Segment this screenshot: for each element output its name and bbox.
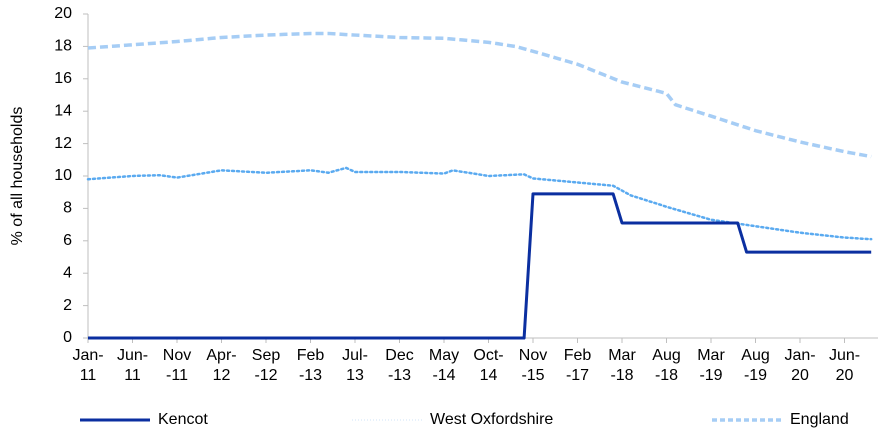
x-tick-label: Jun- 11 (116, 347, 149, 384)
x-tick-label: Nov -15 (518, 347, 548, 384)
x-tick-label: May -14 (428, 347, 460, 384)
y-tick-label: 6 (63, 232, 72, 249)
legend-label: West Oxfordshire (430, 411, 553, 428)
x-tick-label: Dec -13 (385, 347, 414, 384)
legend-label: England (790, 411, 849, 428)
y-tick-label: 14 (54, 102, 72, 119)
y-tick-label: 0 (63, 329, 72, 346)
y-tick-label: 18 (54, 38, 72, 55)
legend-label: Kencot (158, 411, 208, 428)
x-tick-label: Mar -18 (608, 347, 636, 384)
y-tick-label: 20 (54, 5, 72, 22)
x-tick-label: Aug -18 (652, 347, 681, 384)
y-tick-label: 2 (63, 297, 72, 314)
x-tick-label: Oct- 14 (473, 347, 504, 384)
y-tick-label: 10 (54, 167, 72, 184)
x-tick-label: Nov -11 (162, 347, 192, 384)
x-tick-label: Feb -13 (296, 347, 325, 384)
y-axis-label: % of all households (9, 107, 26, 246)
y-tick-label: 12 (54, 135, 72, 152)
x-tick-label: Apr- 12 (206, 347, 237, 384)
x-tick-label: Jan- 20 (784, 347, 816, 384)
series-line (86, 166, 873, 241)
x-tick-label: Sep -12 (251, 347, 281, 384)
x-tick-label: Aug -19 (741, 347, 770, 384)
x-tick-label: Feb -17 (563, 347, 592, 384)
series-line (88, 192, 872, 340)
y-tick-label: 16 (54, 70, 72, 87)
x-tick-label: Jul- 13 (342, 347, 368, 384)
y-tick-label: 4 (63, 264, 72, 281)
series-line (87, 31, 872, 159)
x-tick-label: Mar -19 (697, 347, 725, 384)
x-tick-label: Jan- 11 (72, 347, 104, 384)
y-tick-label: 8 (63, 200, 72, 217)
x-tick-label: Jun- 20 (828, 347, 861, 384)
